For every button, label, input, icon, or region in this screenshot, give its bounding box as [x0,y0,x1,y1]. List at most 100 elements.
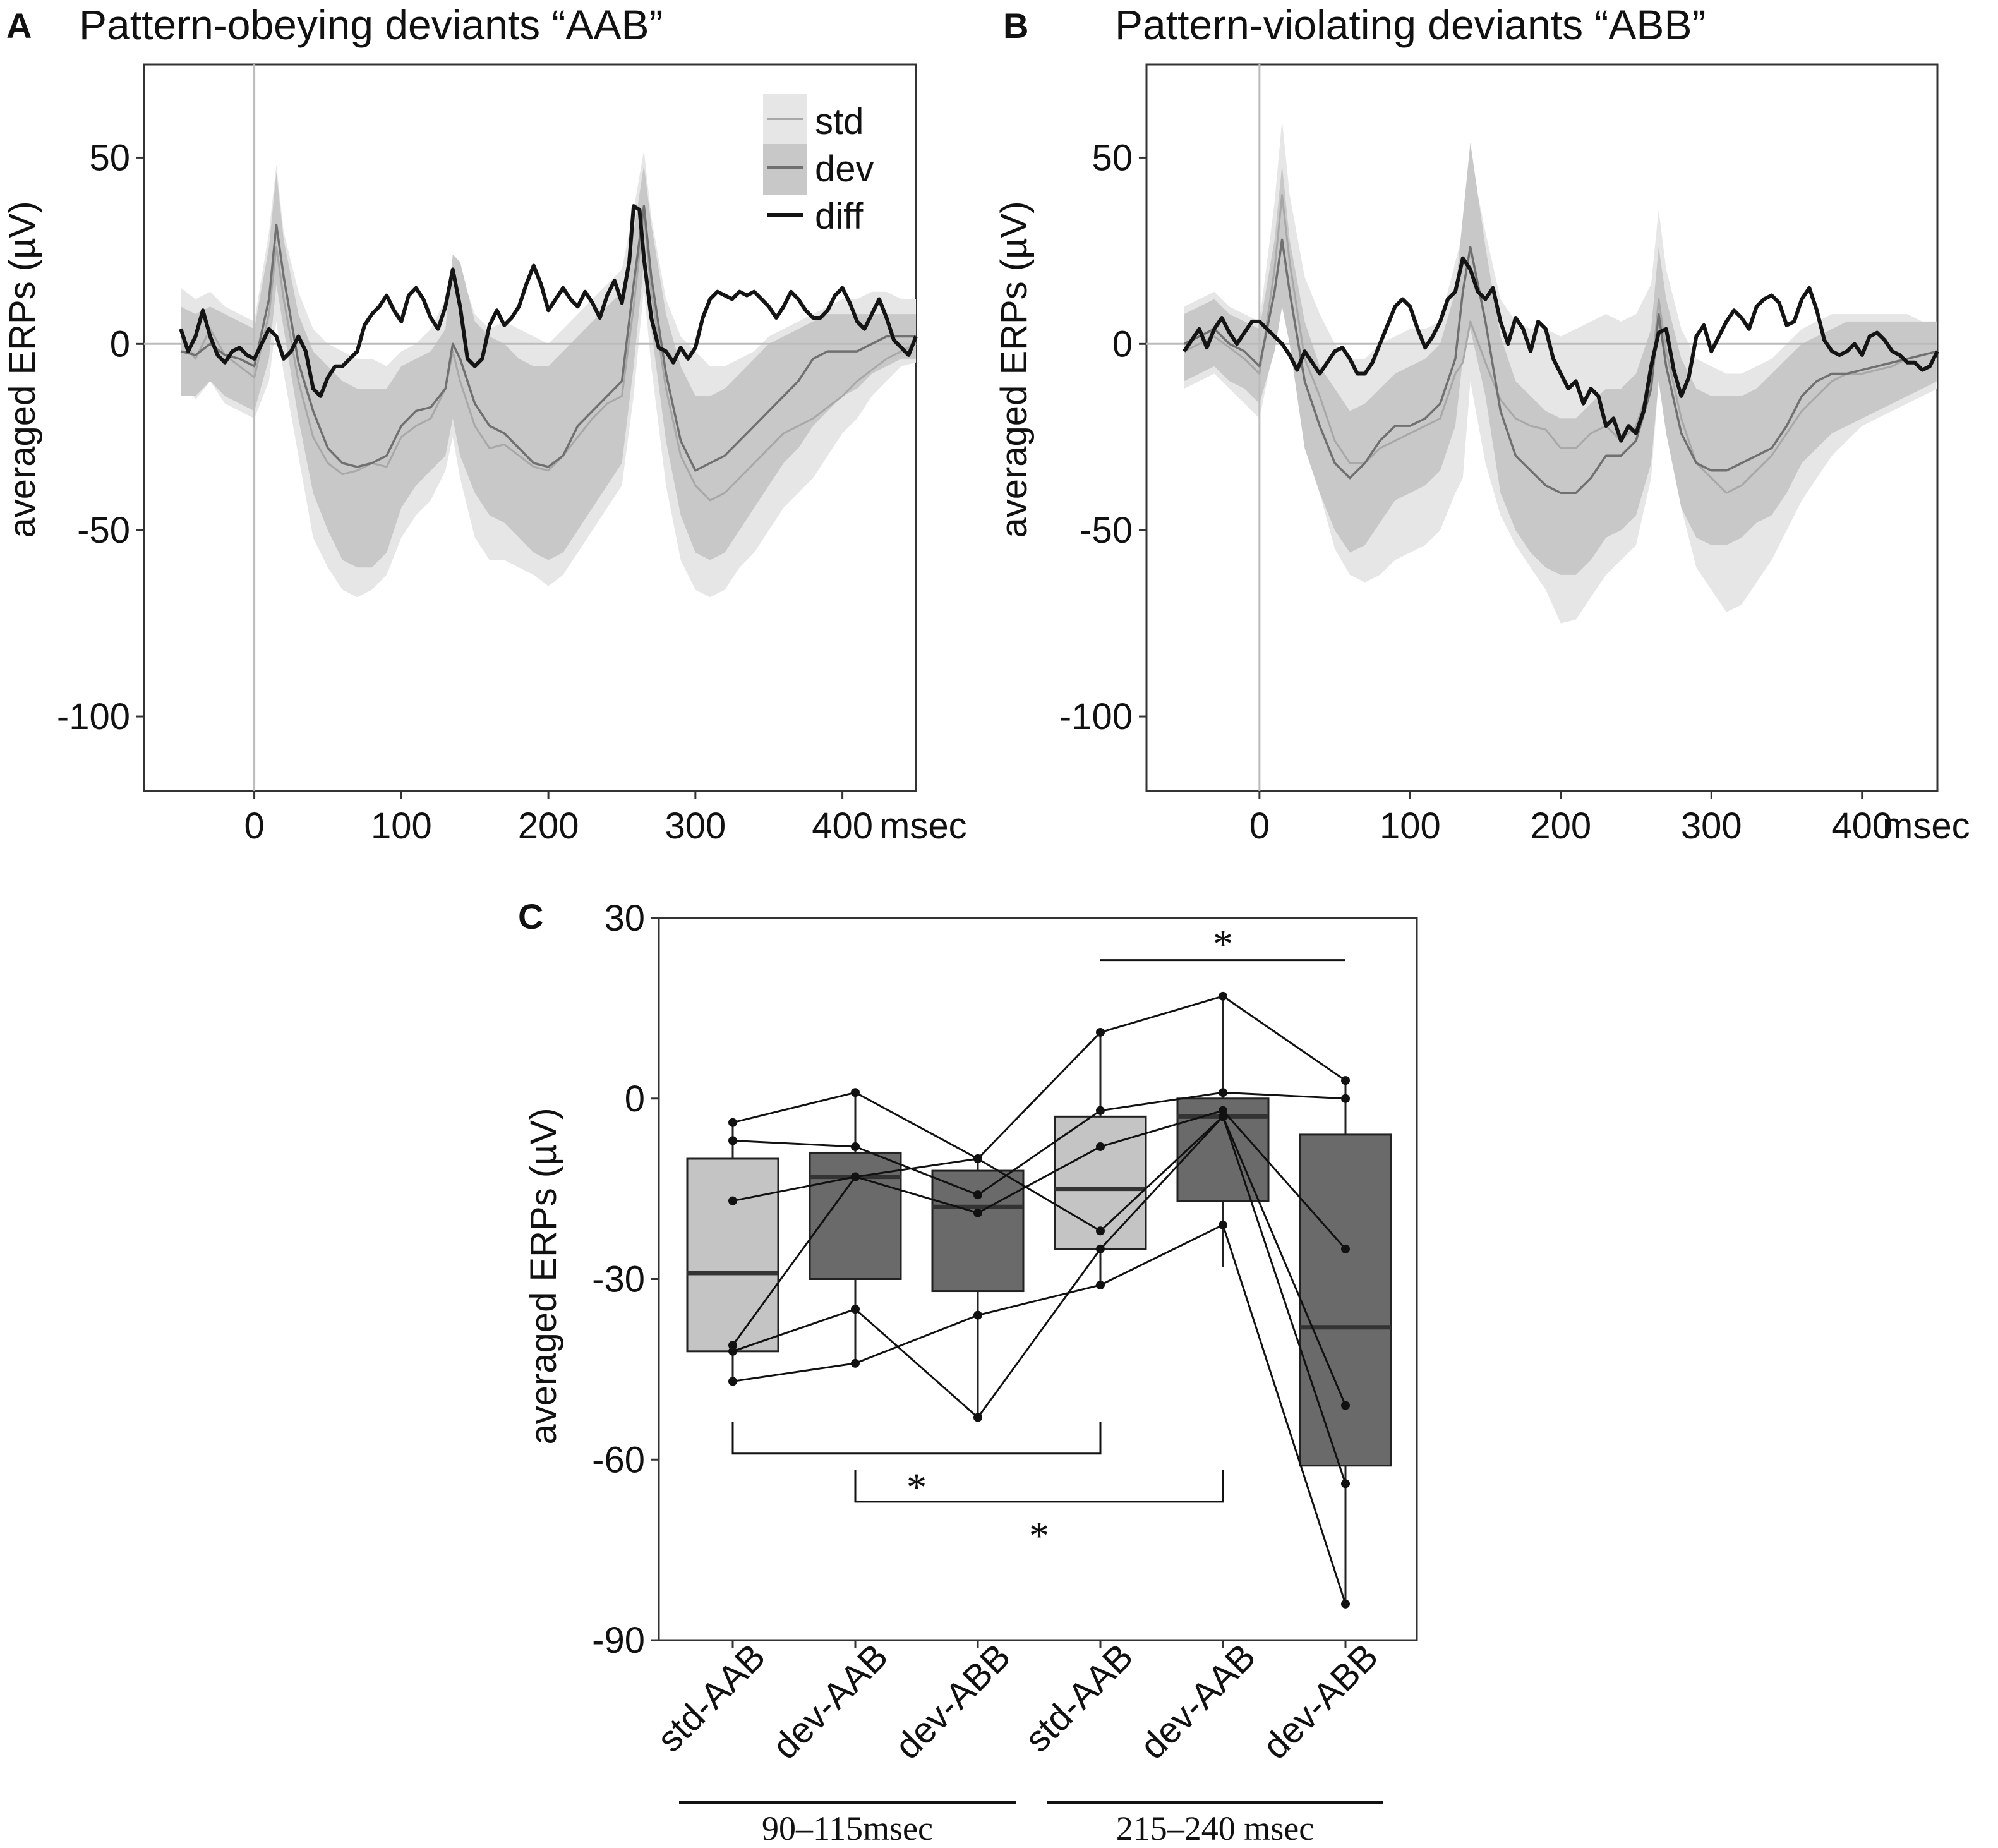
panel-a-xtick-label: 300 [665,806,726,847]
subject-point [973,1310,982,1320]
subject-point [973,1190,982,1200]
panel-a-letter: A [6,6,32,45]
subject-point [973,1413,982,1422]
panel-a-legend: std dev diff [763,94,874,237]
panel-a-dev-band [181,165,917,568]
legend-dev-label: dev [815,148,874,190]
panel-b-ytick-label: -100 [1059,696,1133,737]
panel-a-ytick-label: -100 [57,696,130,737]
subject-point [1219,1088,1227,1097]
panel-c: C averaged ERPs (µV) 300-30-60-90 std-AAB… [518,897,1418,1847]
panel-b-xtick-label: 100 [1380,806,1441,847]
panel-a-ylabel: averaged ERPs (µV) [2,201,43,538]
subject-point [1341,1076,1350,1085]
panel-b-dev-band [1184,142,1937,575]
subject-point [1219,1220,1227,1229]
subject-point [728,1136,737,1145]
subject-line [732,1114,1347,1484]
panel-c-xtick-label: dev-ABB [887,1636,1018,1767]
panel-c-plot: 300-30-60-90 std-AABdev-AABdev-ABBstd-AAB… [592,898,1392,1847]
subject-point [1219,991,1227,1001]
subject-point [1096,1027,1105,1037]
panel-a-xtick-label: 400 [812,806,873,847]
panel-a-dev-line [180,205,916,472]
panel-b-xtick-label: 0 [1249,806,1270,847]
panel-c-letter: C [518,897,543,936]
subject-point [851,1358,860,1368]
panel-b-xtick-label: 400 [1831,806,1893,847]
subject-point [1341,1479,1350,1489]
panel-a-ytick-label: 50 [89,137,130,178]
box-body [686,1157,779,1353]
subject-line [731,1114,1347,1406]
panel-b-ytick-label: 0 [1112,323,1133,365]
subject-line [732,1091,1346,1196]
subject-line [732,1223,1347,1605]
panel-c-ytick-label: -90 [592,1620,645,1661]
panel-b-xtick-label: 300 [1681,806,1742,847]
subject-point [1341,1401,1350,1410]
subject-point [1096,1226,1105,1236]
panel-b-ylabel: averaged ERPs (µV) [994,201,1035,538]
panel-b-letter: B [1003,6,1028,45]
subject-point [851,1172,860,1181]
subject-point [851,1088,860,1097]
significance-star: * [906,1465,927,1510]
box-body [1299,1133,1392,1467]
panel-c-ylabel: averaged ERPs (µV) [523,1108,564,1444]
subject-point [1096,1244,1105,1253]
panel-b-xtick-label: 200 [1530,806,1591,847]
panel-a-title: Pattern-obeying deviants “AAB” [79,1,663,48]
panel-a-x-unit: msec [879,806,967,847]
panel-b-dev-line [1183,238,1938,494]
subject-point [728,1346,737,1356]
subject-point [728,1118,737,1127]
subject-point [728,1196,737,1205]
subject-line [732,995,1346,1160]
panel-a-std-line [179,212,917,502]
subject-point [1096,1106,1105,1115]
panel-a: A Pattern-obeying deviants “AAB” average… [2,1,967,847]
panel-b-title: Pattern-violating deviants “ABB” [1115,1,1706,48]
panel-b: B Pattern-violating deviants “ABB” avera… [994,1,1970,847]
panel-c-ytick-label: -30 [592,1259,645,1300]
panel-c-xtick-label: dev-AAB [764,1636,896,1767]
subject-line [732,1109,1347,1250]
subject-point [1219,1112,1227,1121]
subject-point [973,1154,982,1163]
panel-c-xtick-label: std-AAB [649,1636,773,1760]
legend-std-label: std [815,101,864,142]
subject-point [1341,1094,1350,1103]
panel-c-ytick-label: 30 [604,898,645,939]
panel-a-xtick-label: 200 [518,806,579,847]
panel-c-xtick-label: std-AAB [1017,1636,1141,1760]
panel-b-x-unit: msec [1882,806,1970,847]
subject-point [1096,1281,1105,1290]
subject-point [728,1377,737,1386]
legend-dev-swatch [763,144,807,195]
subject-point [851,1305,860,1314]
significance-bracket [854,1470,1224,1503]
panel-b-plot-frame [1145,63,1939,792]
panel-a-plot-frame [143,63,917,792]
group-label: 90–115msec [762,1809,933,1847]
panel-c-ytick-label: -60 [592,1439,645,1480]
subject-point [1096,1142,1105,1151]
subject-point [1341,1244,1350,1253]
panel-a-xtick-label: 100 [371,806,432,847]
panel-b-ytick-label: 50 [1092,137,1133,178]
panel-a-ytick-label: -50 [77,510,130,551]
subject-point [973,1208,982,1217]
significance-star: * [1029,1513,1049,1558]
significance-bracket [731,1422,1102,1455]
panel-b-ytick-label: -50 [1080,510,1133,551]
panel-c-ytick-label: 0 [625,1078,645,1120]
panel-c-xtick-label: dev-AAB [1132,1636,1263,1767]
subject-point [851,1142,860,1151]
significance-star: * [1213,922,1233,967]
panel-a-diff-line [179,204,918,398]
panel-b-diff-line [1183,256,1939,443]
panel-a-xtick-label: 0 [244,806,264,847]
